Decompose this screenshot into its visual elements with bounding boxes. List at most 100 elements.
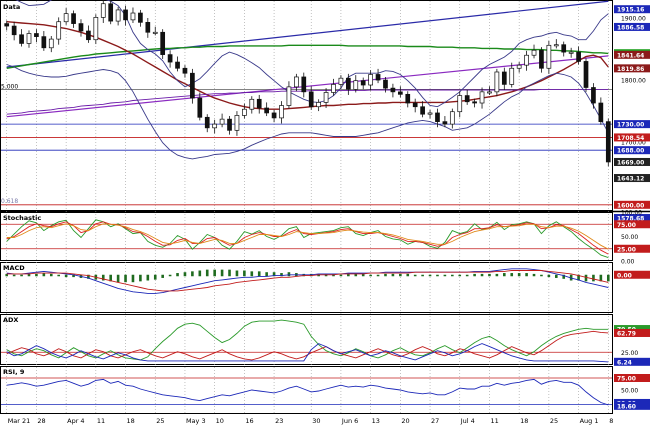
price-tag: 1688.00 — [617, 148, 644, 155]
adx-tag: 62.79 — [617, 330, 636, 337]
macd-histogram-bar — [198, 270, 202, 277]
macd-histogram-bar — [547, 274, 551, 278]
candle-body — [152, 31, 158, 34]
macd-histogram-bar — [124, 274, 127, 283]
trendline — [6, 0, 609, 68]
macd-histogram-bar — [272, 272, 276, 277]
macd-histogram-bar — [72, 274, 75, 278]
candle-body — [160, 31, 166, 55]
rsi-tag: 75.00 — [617, 376, 636, 383]
x-axis-label: Jul 4 — [460, 417, 475, 425]
macd-histogram-bar — [391, 273, 395, 277]
price-overlay-1 — [6, 21, 609, 110]
candle-body — [375, 74, 381, 81]
macd-histogram-bar — [243, 270, 246, 277]
candle-body — [93, 17, 99, 41]
candle-body — [501, 71, 507, 85]
macd-histogram-bar — [592, 274, 595, 282]
candle-body — [308, 91, 314, 108]
candle-body — [56, 21, 62, 40]
x-axis-label: Apr 4 — [67, 417, 84, 425]
candle-body — [524, 54, 529, 66]
candle-body — [271, 112, 277, 119]
candle-body — [583, 61, 589, 88]
price-tag-bg — [614, 214, 650, 223]
macd-histogram-bar — [503, 273, 506, 277]
candle-body — [100, 3, 106, 18]
macd-histogram-bar — [228, 269, 231, 277]
macd-histogram-bar — [428, 274, 432, 277]
adx-tag-bg — [614, 357, 650, 366]
candle-body — [48, 38, 54, 49]
price-tag: 1886.58 — [617, 24, 644, 31]
macd-pane-title: MACD — [3, 264, 25, 272]
candle-body — [294, 76, 299, 88]
x-axis-label: 11 — [97, 417, 105, 425]
adx-axis-label: 25.00 — [621, 350, 638, 357]
candle-body — [108, 3, 114, 22]
candle-body — [316, 102, 321, 108]
price-tag: 1819.86 — [617, 66, 644, 73]
candle-body — [256, 98, 262, 109]
x-axis-label: 30 — [312, 417, 320, 425]
macd-histogram-bar — [517, 273, 521, 277]
macd-histogram-bar — [176, 273, 179, 277]
candle-body — [130, 12, 136, 21]
x-axis-label: 18 — [127, 417, 135, 425]
price-tag: 1730.00 — [617, 122, 644, 129]
x-axis-label: 23 — [275, 417, 283, 425]
macd-histogram-bar — [339, 274, 343, 277]
candle-body — [442, 121, 448, 125]
candle-body — [175, 61, 180, 69]
macd-histogram-bar — [213, 269, 216, 277]
candle-body — [182, 67, 188, 74]
rsi-tag: 18.60 — [617, 403, 636, 410]
candle-body — [345, 77, 351, 90]
macd-histogram-bar — [183, 272, 187, 277]
candle-body — [539, 49, 544, 69]
macd-histogram-bar — [235, 270, 239, 277]
candle-body — [323, 92, 329, 103]
x-axis-label: 8 — [609, 417, 613, 425]
candle-body — [167, 54, 173, 63]
price-axis-label: 1900.00 — [621, 16, 646, 23]
candles — [4, 0, 611, 167]
price-pane — [0, 0, 613, 211]
price-tag-bg — [614, 5, 650, 14]
candle-body — [553, 44, 559, 47]
macd-histogram-bar — [161, 274, 164, 278]
candle-body — [412, 102, 418, 108]
macd-histogram-bar — [488, 273, 491, 277]
x-axis-label: 16 — [245, 417, 253, 425]
candle-body — [487, 91, 492, 94]
candle-body — [516, 64, 522, 69]
macd-histogram-bar — [495, 273, 499, 277]
x-axis-label: 18 — [520, 417, 528, 425]
macd-histogram-bar — [451, 274, 454, 277]
macd-histogram-bar — [473, 273, 476, 277]
macd-histogram-bar — [361, 273, 365, 277]
price-tag-bg — [614, 64, 650, 73]
candle-body — [464, 95, 470, 103]
price-axis-label: 1700.00 — [621, 140, 646, 147]
price-tag: 1669.00 — [617, 159, 644, 166]
candle-body — [138, 12, 143, 23]
candle-body — [86, 30, 91, 41]
rsi-pane-title: RSI, 9 — [3, 368, 25, 376]
adx-line-2 — [6, 343, 609, 363]
macd-histogram-bar — [540, 274, 543, 277]
candle-body — [4, 23, 10, 27]
stoch-axis-label: 100.00 — [621, 210, 642, 217]
price-overlay-3 — [15, 0, 609, 108]
price-tag-bg — [614, 200, 650, 209]
candle-body — [286, 86, 292, 106]
macd-histogram-bar — [109, 274, 112, 282]
candle-body — [145, 21, 151, 33]
candle-body — [331, 84, 336, 93]
price-tag-bg — [614, 174, 650, 183]
macd-histogram-bar — [49, 273, 53, 277]
macd-pane — [0, 262, 613, 313]
candle-body — [34, 33, 39, 37]
macd-histogram-bar — [354, 273, 358, 277]
price-tag: 1708.54 — [617, 135, 644, 142]
